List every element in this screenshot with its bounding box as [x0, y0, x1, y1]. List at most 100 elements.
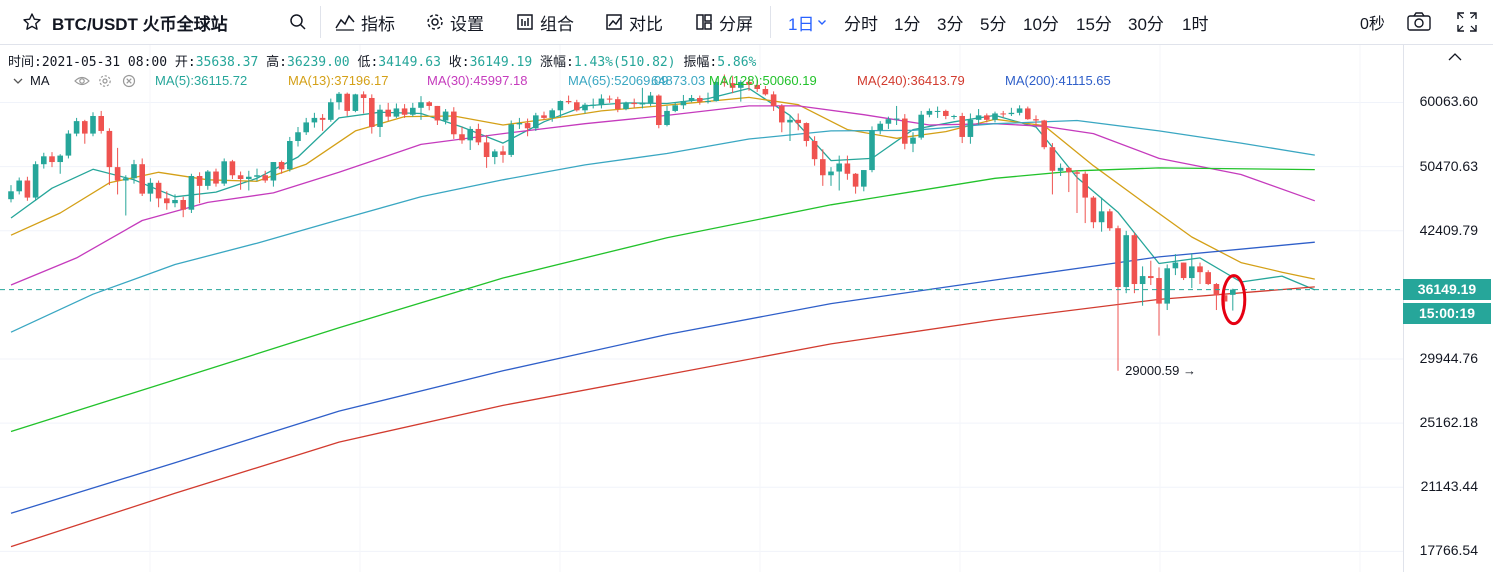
candle-body [885, 119, 892, 124]
candle-body [1180, 262, 1187, 279]
candle [123, 175, 129, 216]
candle-body [229, 161, 236, 176]
candle-body [1139, 276, 1146, 285]
interval-10m[interactable]: 10分 [1023, 14, 1059, 34]
candle-body [172, 199, 178, 204]
candle [885, 116, 892, 129]
candle-body [1082, 173, 1088, 198]
price-chart[interactable]: 29000.59 → [0, 45, 1403, 572]
candle [967, 113, 974, 144]
settings-button[interactable]: 设置 [425, 0, 484, 44]
candle-body [24, 180, 31, 198]
candle [828, 167, 834, 186]
amplitude-label: 振幅: [683, 55, 718, 70]
settings-label: 设置 [450, 14, 484, 34]
collapse-icon[interactable] [12, 75, 24, 90]
interval-3m[interactable]: 3分 [937, 14, 964, 34]
candle [49, 152, 55, 168]
candle-body [139, 164, 145, 194]
axis-up-arrow-icon[interactable] [1448, 48, 1462, 66]
symbol-title[interactable]: BTC/USDT 火币全球站 [52, 14, 228, 34]
candle-body [926, 110, 933, 115]
interval-1h[interactable]: 1时 [1182, 14, 1209, 34]
candle-body [500, 151, 506, 155]
high-value: 36239.00 [287, 55, 350, 70]
interval-5m[interactable]: 5分 [980, 14, 1007, 34]
candle-body [418, 102, 424, 108]
candle [475, 123, 482, 146]
candle [147, 178, 154, 202]
candle [311, 112, 318, 128]
open-label: 开: [174, 55, 196, 70]
compare-label: 对比 [629, 14, 663, 34]
interval-30m[interactable]: 30分 [1128, 14, 1164, 34]
compare-button[interactable]: 对比 [604, 0, 663, 44]
candle-body [303, 122, 309, 133]
interval-1m[interactable]: 1分 [894, 14, 921, 34]
candle [582, 102, 588, 114]
candle-body [82, 121, 88, 134]
combine-button[interactable]: 组合 [515, 0, 574, 44]
gear-icon[interactable] [98, 74, 112, 91]
candle [1180, 262, 1187, 281]
candle [541, 111, 547, 120]
candle [1172, 254, 1179, 276]
interval-15m[interactable]: 15分 [1076, 14, 1112, 34]
candle-body [451, 111, 457, 135]
candle-body [516, 123, 523, 125]
candle [262, 170, 268, 183]
candle [598, 94, 605, 109]
candle [344, 92, 350, 116]
close-icon[interactable] [122, 74, 136, 91]
candle-body [278, 162, 285, 170]
candle [959, 112, 965, 144]
favorite-star-icon[interactable] [22, 0, 42, 44]
candle-body [344, 93, 350, 111]
interval-timeline[interactable]: 分时 [844, 14, 878, 34]
split-screen-button[interactable]: 分屏 [694, 0, 753, 44]
ma-line-ma240 [10, 286, 1315, 548]
candle [803, 122, 810, 147]
candle [385, 102, 391, 122]
search-icon[interactable] [288, 0, 308, 44]
candle [352, 93, 359, 113]
candle-body [787, 119, 793, 123]
eye-icon[interactable] [74, 74, 90, 91]
interval-1d[interactable]: 1日 [788, 0, 827, 44]
chart-grid [0, 45, 1403, 572]
candle-body [795, 119, 801, 124]
candle-body [697, 97, 703, 102]
candle [1189, 253, 1195, 289]
fullscreen-icon[interactable] [1456, 0, 1478, 44]
candle [615, 96, 621, 113]
candle [1115, 225, 1121, 371]
candle [1107, 208, 1113, 231]
candle [451, 107, 457, 139]
candle-body [442, 111, 449, 121]
indicators-button[interactable]: 指标 [334, 0, 395, 44]
candle-body [73, 121, 80, 134]
candle-body [729, 83, 736, 88]
candle-body [656, 95, 662, 126]
candle [1197, 262, 1203, 285]
candle-body [1049, 147, 1056, 171]
candle-body [1066, 167, 1072, 173]
candle [401, 104, 408, 118]
candle-body [541, 115, 547, 118]
candle [721, 74, 728, 87]
candle [336, 91, 342, 110]
candle [1057, 163, 1064, 176]
candle-body [49, 156, 55, 163]
candle-body [492, 151, 498, 158]
candle [705, 92, 711, 104]
candle [647, 91, 654, 106]
low-value: 34149.63 [378, 55, 441, 70]
candle [467, 126, 473, 150]
candle-body [1098, 211, 1105, 223]
candle-body [147, 182, 154, 194]
candle-body [738, 81, 744, 88]
candle [139, 158, 145, 197]
camera-icon[interactable] [1406, 0, 1432, 44]
candle [1074, 170, 1080, 214]
candle-body [639, 103, 646, 105]
